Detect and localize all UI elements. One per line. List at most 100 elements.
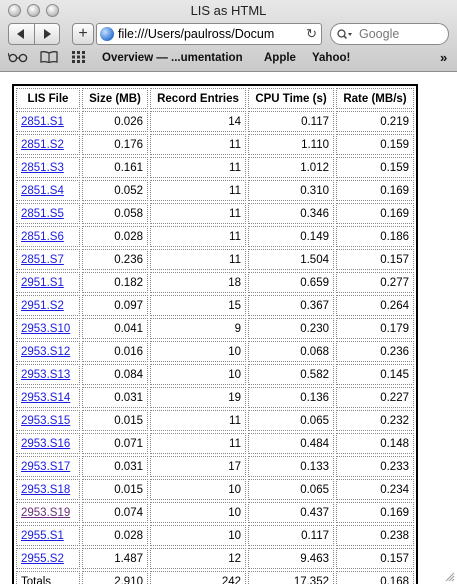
size-cell: 0.182 — [82, 272, 148, 293]
record-entries-cell: 12 — [150, 548, 246, 569]
add-bookmark-button[interactable]: + — [72, 23, 94, 45]
record-entries-cell: 11 — [150, 249, 246, 270]
table-row: 2955.S1 0.028 10 0.117 0.238 — [16, 525, 414, 546]
back-forward-group — [8, 23, 60, 45]
lis-file-link[interactable]: 2851.S6 — [21, 230, 64, 243]
address-bar[interactable]: file:///Users/paulross/Docum ↻ — [96, 23, 322, 45]
table-row: 2955.S2 1.487 12 9.463 0.157 — [16, 548, 414, 569]
lis-file-link[interactable]: 2953.S17 — [21, 460, 71, 473]
cpu-time-cell: 0.582 — [248, 364, 334, 385]
url-text[interactable]: file:///Users/paulross/Docum — [118, 27, 275, 41]
reload-icon[interactable]: ↻ — [306, 26, 317, 41]
table-row: 2851.S1 0.026 14 0.117 0.219 — [16, 111, 414, 132]
lis-file-link[interactable]: 2851.S7 — [21, 253, 64, 266]
table-row: 2951.S2 0.097 15 0.367 0.264 — [16, 295, 414, 316]
search-placeholder: Google — [359, 27, 400, 41]
lis-file-link[interactable]: 2951.S2 — [21, 299, 64, 312]
close-window-button[interactable] — [8, 4, 21, 17]
search-field[interactable]: Google — [330, 23, 449, 45]
header-rate: Rate (MB/s) — [336, 88, 414, 109]
totals-size: 2.910 — [82, 571, 148, 584]
zoom-window-button[interactable] — [46, 4, 59, 17]
lis-file-link[interactable]: 2851.S3 — [21, 161, 64, 174]
record-entries-cell: 10 — [150, 502, 246, 523]
lis-file-link[interactable]: 2851.S4 — [21, 184, 64, 197]
rate-cell: 0.238 — [336, 525, 414, 546]
forward-arrow-icon — [43, 29, 51, 39]
lis-file-link[interactable]: 2851.S2 — [21, 138, 64, 151]
table-row: 2851.S3 0.161 11 1.012 0.159 — [16, 157, 414, 178]
lis-file-link[interactable]: 2953.S10 — [21, 322, 71, 335]
table-row: 2953.S16 0.071 11 0.484 0.148 — [16, 433, 414, 454]
size-cell: 0.041 — [82, 318, 148, 339]
table-row: 2953.S17 0.031 17 0.133 0.233 — [16, 456, 414, 477]
lis-file-link[interactable]: 2951.S1 — [21, 276, 64, 289]
bookmark-overview[interactable]: Overview — ...umentation — [102, 52, 243, 64]
lis-file-link[interactable]: 2851.S1 — [21, 115, 64, 128]
grid-icon[interactable] — [72, 51, 86, 66]
lis-file-link[interactable]: 2953.S18 — [21, 483, 71, 496]
cpu-time-cell: 0.117 — [248, 111, 334, 132]
resize-grip-icon[interactable] — [444, 571, 455, 582]
file-cell: 2851.S6 — [16, 226, 80, 247]
rate-cell: 0.169 — [336, 502, 414, 523]
book-icon[interactable] — [40, 51, 58, 66]
lis-file-link[interactable]: 2953.S19 — [21, 506, 71, 519]
record-entries-cell: 10 — [150, 479, 246, 500]
rate-cell: 0.236 — [336, 341, 414, 362]
rate-cell: 0.157 — [336, 548, 414, 569]
lis-file-link[interactable]: 2953.S14 — [21, 391, 71, 404]
file-cell: 2953.S17 — [16, 456, 80, 477]
lis-file-link[interactable]: 2955.S1 — [21, 529, 64, 542]
size-cell: 0.071 — [82, 433, 148, 454]
back-button[interactable] — [9, 24, 34, 44]
cpu-time-cell: 0.484 — [248, 433, 334, 454]
bookmark-apple[interactable]: Apple — [264, 52, 296, 64]
rate-cell: 0.186 — [336, 226, 414, 247]
totals-records: 242 — [150, 571, 246, 584]
browser-chrome: LIS as HTML + file:///Users/paulross/Doc… — [0, 0, 457, 72]
cpu-time-cell: 0.310 — [248, 180, 334, 201]
cpu-time-cell: 0.346 — [248, 203, 334, 224]
bookmarks-overflow-button[interactable]: » — [440, 50, 448, 65]
table-row: 2953.S18 0.015 10 0.065 0.234 — [16, 479, 414, 500]
record-entries-cell: 11 — [150, 226, 246, 247]
cpu-time-cell: 0.065 — [248, 410, 334, 431]
rate-cell: 0.179 — [336, 318, 414, 339]
lis-file-link[interactable]: 2953.S16 — [21, 437, 71, 450]
file-cell: 2955.S1 — [16, 525, 80, 546]
record-entries-cell: 10 — [150, 341, 246, 362]
rate-cell: 0.159 — [336, 157, 414, 178]
table-row: 2851.S5 0.058 11 0.346 0.169 — [16, 203, 414, 224]
cpu-time-cell: 0.367 — [248, 295, 334, 316]
size-cell: 0.176 — [82, 134, 148, 155]
table-row: 2851.S2 0.176 11 1.110 0.159 — [16, 134, 414, 155]
lis-file-link[interactable]: 2955.S2 — [21, 552, 64, 565]
record-entries-cell: 10 — [150, 364, 246, 385]
rate-cell: 0.145 — [336, 364, 414, 385]
file-cell: 2953.S13 — [16, 364, 80, 385]
lis-file-link[interactable]: 2953.S15 — [21, 414, 71, 427]
table-body: 2851.S1 0.026 14 0.117 0.219 2851.S2 0.176 11 1.… — [16, 111, 414, 569]
file-cell: 2851.S7 — [16, 249, 80, 270]
forward-button[interactable] — [33, 24, 60, 44]
rate-cell: 0.159 — [336, 134, 414, 155]
record-entries-cell: 14 — [150, 111, 246, 132]
size-cell: 0.074 — [82, 502, 148, 523]
record-entries-cell: 11 — [150, 433, 246, 454]
lis-file-link[interactable]: 2851.S5 — [21, 207, 64, 220]
table-row: 2953.S12 0.016 10 0.068 0.236 — [16, 341, 414, 362]
cpu-time-cell: 0.117 — [248, 525, 334, 546]
size-cell: 0.058 — [82, 203, 148, 224]
reading-glasses-icon[interactable] — [7, 51, 28, 66]
search-icon — [337, 28, 352, 39]
minimize-window-button[interactable] — [27, 4, 40, 17]
rate-cell: 0.169 — [336, 180, 414, 201]
lis-file-link[interactable]: 2953.S13 — [21, 368, 71, 381]
cpu-time-cell: 9.463 — [248, 548, 334, 569]
cpu-time-cell: 0.068 — [248, 341, 334, 362]
totals-cpu: 17.352 — [248, 571, 334, 584]
lis-file-link[interactable]: 2953.S12 — [21, 345, 71, 358]
bookmark-yahoo[interactable]: Yahoo! — [312, 52, 351, 64]
